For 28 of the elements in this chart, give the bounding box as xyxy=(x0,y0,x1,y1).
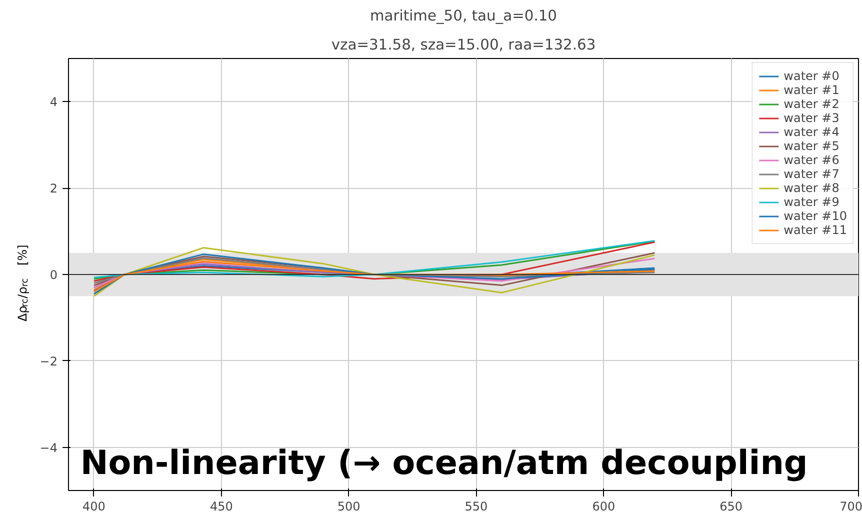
legend-label: water #8 xyxy=(784,181,840,195)
legend-label: water #2 xyxy=(784,97,840,111)
legend-label: water #0 xyxy=(784,69,840,83)
legend-label: water #5 xyxy=(784,139,840,153)
legend-label: water #11 xyxy=(784,223,847,237)
y-tick-label: 2 xyxy=(50,182,58,196)
y-tick-label: 4 xyxy=(50,95,58,110)
annotation: Non-linearity (→ ocean/atm decoupling xyxy=(80,442,808,482)
x-tick-label: 700 xyxy=(840,500,862,513)
x-tick-label: 650 xyxy=(720,500,743,513)
chart-subtitle: vza=31.58, sza=15.00, raa=132.63 xyxy=(331,36,596,54)
y-tick-label: −2 xyxy=(40,354,58,368)
legend-label: water #1 xyxy=(784,83,840,97)
x-tick-label: 400 xyxy=(82,500,106,513)
x-tick-label: 500 xyxy=(337,500,360,513)
x-tick-label: 450 xyxy=(210,500,233,513)
y-tick-label: 0 xyxy=(50,268,58,282)
text: Δρrc/ρrc [%] xyxy=(16,244,30,322)
x-tick-label: 600 xyxy=(592,500,616,513)
legend-label: water #4 xyxy=(784,125,840,139)
legend-label: water #7 xyxy=(784,167,840,181)
x-tick-label: 550 xyxy=(464,500,488,513)
chart-title: maritime_50, tau_a=0.10 xyxy=(370,8,558,24)
y-tick-label: −4 xyxy=(40,440,58,455)
legend-label: water #6 xyxy=(784,153,840,167)
legend-label: water #3 xyxy=(784,111,840,125)
legend-label: water #10 xyxy=(784,209,847,223)
legend-label: water #9 xyxy=(784,195,840,209)
